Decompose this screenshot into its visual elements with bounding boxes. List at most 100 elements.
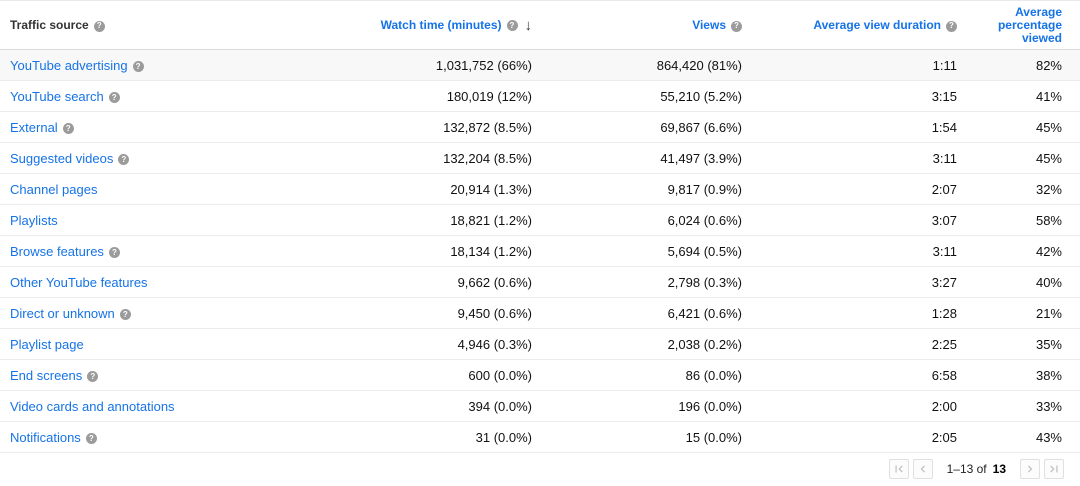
help-icon[interactable]: ? xyxy=(132,61,144,72)
watch-time-cell: 18,821 (1.2%) xyxy=(450,212,532,228)
watch-time-cell: 600 (0.0%) xyxy=(468,367,532,383)
next-page-button[interactable] xyxy=(1020,459,1040,479)
avg-view-duration-cell: 6:58 xyxy=(931,367,957,383)
views-cell: 2,038 (0.2%) xyxy=(667,336,742,352)
avg-percentage-cell: 40% xyxy=(1035,274,1062,290)
traffic-source-link[interactable]: Notifications xyxy=(10,429,81,445)
views-cell: 41,497 (3.9%) xyxy=(660,150,742,166)
table-row: Channel pages 20,914 (1.3%) 9,817 (0.9%)… xyxy=(0,174,1080,205)
help-icon[interactable]: ? xyxy=(731,20,742,32)
column-header-avg-percentage-viewed[interactable]: Average percentage viewed xyxy=(957,5,1080,45)
avg-view-duration-cell: 1:11 xyxy=(932,57,957,73)
help-icon[interactable]: ? xyxy=(85,433,97,444)
watch-time-cell: 1,031,752 (66%) xyxy=(435,57,532,73)
avg-percentage-cell: 35% xyxy=(1035,336,1062,352)
traffic-source-link[interactable]: Suggested videos xyxy=(10,150,114,166)
views-cell: 864,420 (81%) xyxy=(656,57,742,73)
column-header-label: Watch time (minutes) xyxy=(380,17,502,32)
traffic-source-link[interactable]: YouTube advertising xyxy=(10,57,128,73)
avg-view-duration-cell: 3:11 xyxy=(932,150,957,166)
traffic-source-link[interactable]: Direct or unknown xyxy=(10,305,115,321)
avg-percentage-cell: 38% xyxy=(1035,367,1062,383)
avg-view-duration-cell: 2:00 xyxy=(931,398,957,414)
column-header-watch-time[interactable]: Watch time (minutes)? ↓ xyxy=(350,17,532,34)
traffic-source-link[interactable]: Playlists xyxy=(10,212,58,228)
chevron-left-icon xyxy=(920,465,925,473)
traffic-source-link[interactable]: YouTube search xyxy=(10,88,104,104)
help-icon[interactable]: ? xyxy=(506,20,518,31)
traffic-source-cell: Playlist page xyxy=(0,337,350,352)
page-range-label: 1–13 of xyxy=(946,462,987,476)
avg-view-duration-cell: 3:11 xyxy=(932,243,957,259)
traffic-source-cell: YouTube search? xyxy=(0,89,350,104)
column-header-traffic-source[interactable]: Traffic source? xyxy=(0,18,350,32)
column-header-views[interactable]: Views? xyxy=(532,18,742,32)
traffic-source-cell: Direct or unknown? xyxy=(0,306,350,321)
avg-view-duration-cell: 2:05 xyxy=(931,429,957,445)
traffic-source-link[interactable]: External xyxy=(10,119,58,135)
traffic-source-cell: Notifications? xyxy=(0,430,350,445)
traffic-source-cell: External? xyxy=(0,120,350,135)
avg-percentage-cell: 21% xyxy=(1035,305,1062,321)
last-page-button[interactable] xyxy=(1044,459,1064,479)
traffic-source-cell: Playlists xyxy=(0,213,350,228)
help-icon[interactable]: ? xyxy=(119,309,131,320)
sort-desc-icon[interactable]: ↓ xyxy=(524,16,533,34)
views-cell: 9,817 (0.9%) xyxy=(667,181,742,197)
views-cell: 6,024 (0.6%) xyxy=(667,212,742,228)
views-cell: 5,694 (0.5%) xyxy=(667,243,742,259)
table-body: YouTube advertising? 1,031,752 (66%) 864… xyxy=(0,50,1080,453)
traffic-source-link[interactable]: Browse features xyxy=(10,243,104,259)
avg-percentage-cell: 41% xyxy=(1035,88,1062,104)
help-icon[interactable]: ? xyxy=(62,123,74,134)
traffic-source-link[interactable]: Channel pages xyxy=(10,181,98,197)
traffic-source-link[interactable]: Video cards and annotations xyxy=(10,398,175,414)
traffic-source-link[interactable]: Playlist page xyxy=(10,336,84,352)
table-row: Playlist page 4,946 (0.3%) 2,038 (0.2%) … xyxy=(0,329,1080,360)
table-row: Browse features? 18,134 (1.2%) 5,694 (0.… xyxy=(0,236,1080,267)
watch-time-cell: 20,914 (1.3%) xyxy=(450,181,532,197)
help-icon[interactable]: ? xyxy=(108,247,120,258)
table-row: Other YouTube features 9,662 (0.6%) 2,79… xyxy=(0,267,1080,298)
table-row: Notifications? 31 (0.0%) 15 (0.0%) 2:05 … xyxy=(0,422,1080,453)
first-page-button[interactable] xyxy=(888,459,909,479)
views-cell: 6,421 (0.6%) xyxy=(667,305,742,321)
watch-time-cell: 31 (0.0%) xyxy=(475,429,532,445)
help-icon[interactable]: ? xyxy=(108,92,120,103)
avg-percentage-cell: 42% xyxy=(1035,243,1062,259)
watch-time-cell: 4,946 (0.3%) xyxy=(457,336,532,352)
watch-time-cell: 9,450 (0.6%) xyxy=(457,305,532,321)
first-page-icon xyxy=(895,465,903,473)
views-cell: 55,210 (5.2%) xyxy=(660,88,742,104)
column-header-label: Average view duration xyxy=(813,18,941,32)
avg-percentage-cell: 43% xyxy=(1035,429,1062,445)
help-icon[interactable]: ? xyxy=(946,20,957,32)
help-icon[interactable]: ? xyxy=(87,371,99,382)
traffic-source-cell: Suggested videos? xyxy=(0,151,350,166)
avg-percentage-cell: 45% xyxy=(1035,119,1062,135)
column-header-avg-view-duration[interactable]: Average view duration? xyxy=(742,18,957,32)
previous-page-button[interactable] xyxy=(912,459,933,479)
watch-time-cell: 132,872 (8.5%) xyxy=(443,119,532,135)
traffic-source-link[interactable]: Other YouTube features xyxy=(10,274,148,290)
page-total: 13 xyxy=(992,462,1006,476)
table-row: Suggested videos? 132,204 (8.5%) 41,497 … xyxy=(0,143,1080,174)
watch-time-cell: 9,662 (0.6%) xyxy=(457,274,532,290)
traffic-source-cell: Channel pages xyxy=(0,182,350,197)
pagination: 1–13 of 13 xyxy=(0,453,1080,485)
watch-time-cell: 180,019 (12%) xyxy=(446,88,532,104)
table-row: Playlists 18,821 (1.2%) 6,024 (0.6%) 3:0… xyxy=(0,205,1080,236)
traffic-source-link[interactable]: End screens xyxy=(10,367,83,383)
avg-view-duration-cell: 3:27 xyxy=(931,274,957,290)
avg-view-duration-cell: 3:07 xyxy=(931,212,957,228)
column-header-label: Views xyxy=(692,18,726,32)
avg-view-duration-cell: 1:28 xyxy=(931,305,957,321)
avg-percentage-cell: 82% xyxy=(1035,57,1062,73)
help-icon[interactable]: ? xyxy=(93,20,105,32)
avg-percentage-cell: 33% xyxy=(1035,398,1062,414)
last-page-icon xyxy=(1050,465,1058,473)
traffic-source-cell: YouTube advertising? xyxy=(0,58,350,73)
help-icon[interactable]: ? xyxy=(118,154,130,165)
table-row: End screens? 600 (0.0%) 86 (0.0%) 6:58 3… xyxy=(0,360,1080,391)
watch-time-cell: 18,134 (1.2%) xyxy=(450,243,532,259)
